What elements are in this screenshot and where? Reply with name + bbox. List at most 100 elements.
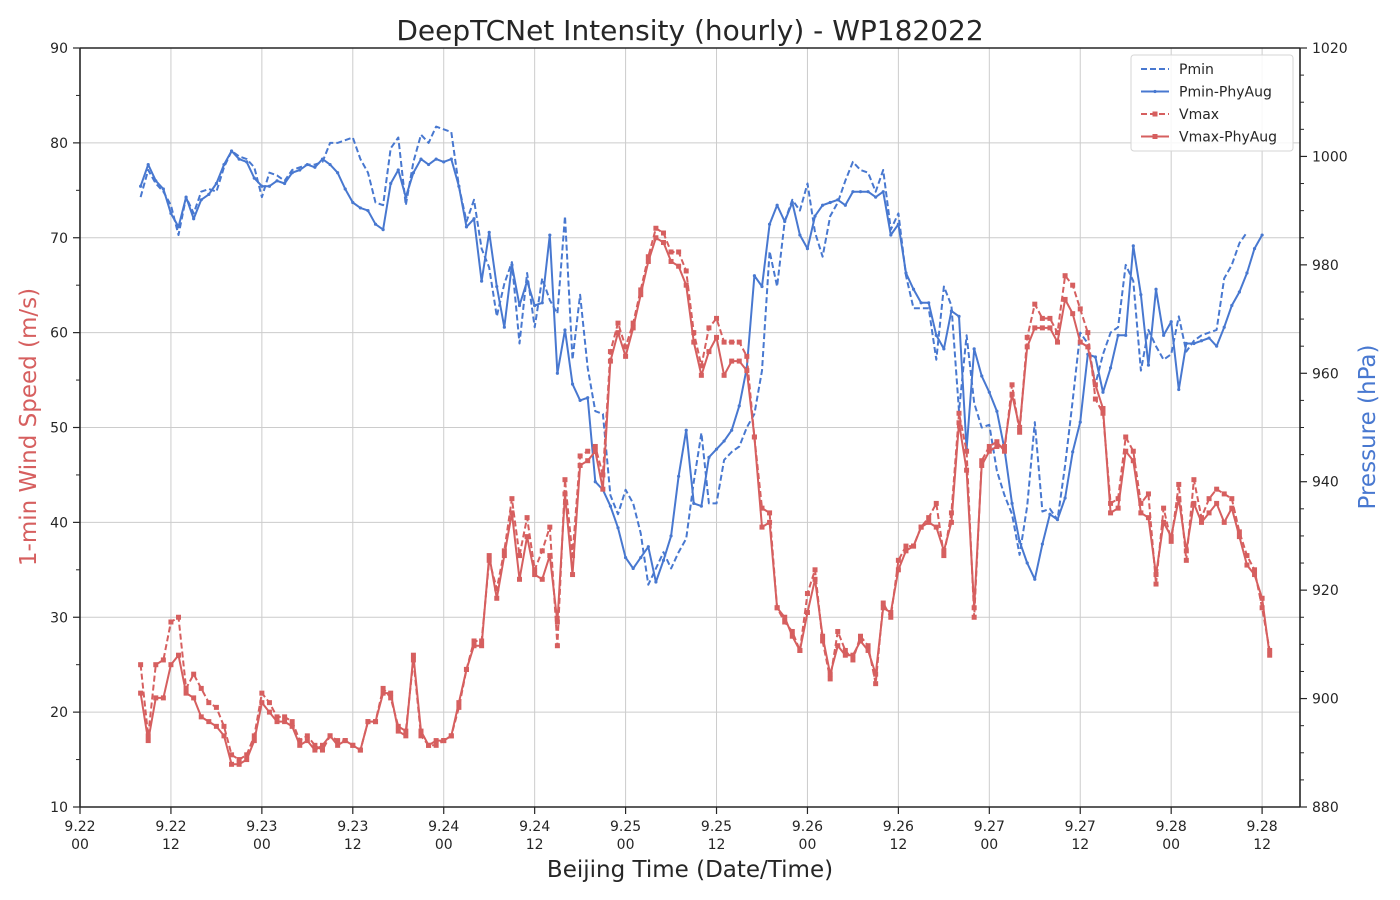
data-point: [994, 443, 1000, 449]
data-point: [373, 719, 379, 725]
data-point: [282, 719, 288, 725]
data-point: [433, 742, 439, 748]
data-point: [524, 515, 530, 521]
series-layer: [138, 125, 1273, 767]
data-point: [684, 428, 688, 432]
legend-item: Vmax-PhyAug: [1141, 130, 1277, 146]
data-point: [775, 203, 779, 207]
data-point: [813, 214, 817, 218]
data-point: [448, 733, 454, 739]
data-point: [343, 187, 347, 191]
data-point: [274, 714, 280, 720]
data-point: [578, 398, 582, 402]
data-point: [146, 162, 150, 167]
data-point: [1077, 306, 1083, 312]
data-point: [661, 558, 666, 562]
data-point: [827, 676, 833, 682]
data-point: [1221, 519, 1227, 525]
data-point: [1161, 519, 1167, 525]
data-point: [645, 254, 651, 260]
data-point: [1176, 481, 1182, 487]
data-point: [691, 330, 697, 336]
data-point: [669, 534, 673, 538]
data-point: [1063, 496, 1067, 500]
data-point: [1161, 505, 1167, 511]
data-point: [1183, 557, 1189, 563]
data-point: [880, 605, 886, 611]
data-point: [206, 700, 212, 706]
data-point: [547, 553, 553, 559]
data-point: [995, 409, 999, 413]
data-point: [926, 515, 932, 521]
data-point: [1168, 538, 1174, 544]
data-point: [1062, 273, 1068, 279]
data-point: [320, 157, 325, 161]
data-point: [866, 190, 870, 194]
data-point: [964, 467, 970, 473]
data-point: [1116, 333, 1120, 337]
x-tick-label: 00: [71, 837, 89, 853]
series-line: [139, 227, 1271, 761]
data-point: [290, 171, 294, 175]
data-point: [971, 605, 977, 611]
data-point: [1222, 325, 1226, 329]
data-point: [1070, 311, 1076, 317]
data-point: [1130, 458, 1136, 464]
data-point: [1055, 339, 1061, 345]
data-point: [896, 222, 900, 226]
data-point: [607, 358, 613, 364]
data-point: [698, 363, 704, 369]
data-point: [350, 742, 356, 748]
data-point: [804, 591, 810, 597]
data-point: [638, 292, 644, 298]
data-point: [1252, 567, 1258, 573]
data-point: [304, 738, 310, 744]
data-point: [517, 553, 523, 559]
data-point: [858, 190, 863, 194]
data-point: [737, 404, 741, 408]
chart-title: DeepTCNet Intensity (hourly) - WP182022: [396, 14, 983, 47]
data-point: [1047, 325, 1053, 331]
data-point: [1198, 515, 1204, 521]
x-tick-label: 00: [617, 837, 635, 853]
data-point: [1138, 510, 1144, 516]
data-point: [919, 301, 923, 305]
data-point: [139, 184, 143, 188]
data-point: [410, 652, 416, 658]
data-point: [525, 279, 529, 283]
data-point: [388, 690, 394, 696]
data-point: [495, 284, 499, 289]
data-point: [1154, 287, 1158, 291]
y-right-tick-label: 960: [1312, 366, 1339, 382]
legend-label: Vmax: [1179, 107, 1219, 123]
data-point: [426, 742, 432, 748]
data-point: [328, 162, 332, 167]
data-point: [798, 233, 802, 237]
data-point: [539, 576, 545, 582]
data-point: [554, 643, 560, 649]
data-point: [433, 738, 439, 744]
data-point: [585, 458, 591, 464]
data-point: [903, 543, 909, 549]
data-point: [176, 614, 182, 620]
data-point: [237, 157, 241, 161]
legend-label: Vmax-PhyAug: [1179, 130, 1277, 146]
data-point: [1139, 293, 1143, 297]
x-tick-label: 12: [1253, 837, 1271, 853]
data-point: [540, 301, 544, 305]
data-point: [736, 358, 742, 364]
data-point: [229, 149, 234, 153]
data-point: [828, 200, 832, 205]
data-point: [539, 548, 545, 554]
data-point: [956, 410, 962, 416]
data-point: [577, 453, 583, 459]
data-point: [419, 157, 423, 161]
data-point: [645, 258, 651, 264]
data-point: [304, 733, 310, 739]
data-point: [933, 524, 939, 530]
data-point: [1252, 246, 1257, 251]
y-left-tick-label: 50: [50, 421, 68, 437]
grid-lines: [80, 48, 1300, 807]
data-point: [774, 605, 780, 611]
